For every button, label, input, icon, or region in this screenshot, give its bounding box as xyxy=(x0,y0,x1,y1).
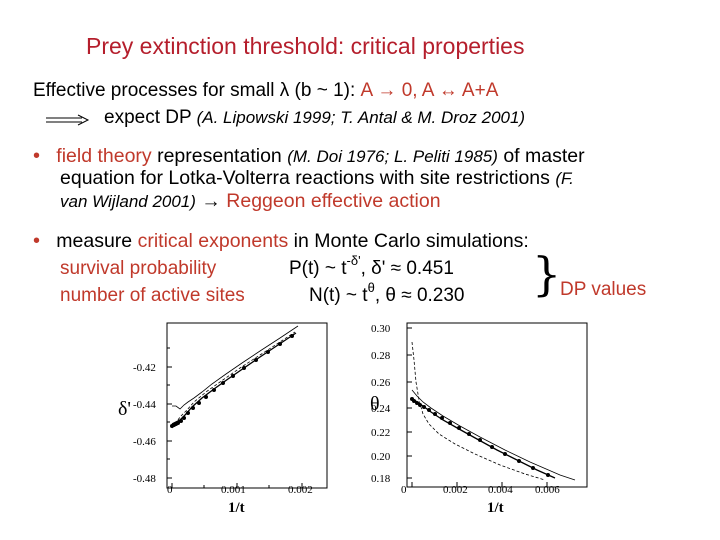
survival-exponent: -δ' xyxy=(346,253,361,268)
bullet-marker: • xyxy=(33,230,41,252)
bullet-field-theory-line3: van Wijland 2001) → Reggeon effective ac… xyxy=(60,190,441,213)
left-ytick: -0.42 xyxy=(133,362,156,374)
critical-exponents-text: critical exponents xyxy=(137,230,289,252)
right-brace: } xyxy=(532,247,562,301)
right-xtick: 0.006 xyxy=(535,484,560,496)
active-sites-exponent: θ xyxy=(367,280,375,295)
effective-processes-line: Effective processes for small λ (b ~ 1):… xyxy=(33,80,498,102)
right-data-points xyxy=(410,397,550,477)
active-sites-label: number of active sites xyxy=(60,285,245,306)
equation-text: equation for Lotka-Volterra reactions wi… xyxy=(60,167,556,189)
bullet-marker: • xyxy=(33,145,41,167)
left-curve-thin xyxy=(172,325,299,410)
right-xtick: 0.002 xyxy=(443,484,468,496)
wijland-reference-end: van Wijland 2001) xyxy=(60,192,196,211)
right-curve-thin xyxy=(411,389,576,481)
left-ytick: -0.44 xyxy=(133,399,156,411)
right-plot-frame xyxy=(406,322,588,488)
left-curve-dashed xyxy=(171,331,296,429)
bullet-field-theory: • field theory representation (M. Doi 19… xyxy=(33,145,585,168)
right-xlabel: 1/t xyxy=(487,500,504,516)
right-ytick: 0.18 xyxy=(371,473,391,485)
left-ylabel: δ' xyxy=(118,398,131,420)
expect-dp-text: expect DP xyxy=(104,107,197,128)
left-ytick: -0.46 xyxy=(133,436,156,448)
left-data-points xyxy=(170,334,294,428)
expect-dp-line: expect DP (A. Lipowski 1999; T. Antal & … xyxy=(104,107,525,129)
left-curve-solid xyxy=(171,332,297,425)
bullet-critical-exponents: • measure critical exponents in Monte Ca… xyxy=(33,230,529,253)
wijland-reference-start: (F. xyxy=(555,169,574,188)
left-ytick: -0.48 xyxy=(133,473,156,485)
survival-formula-text: P(t) ~ t xyxy=(289,258,347,279)
slide-title: Prey extinction threshold: critical prop… xyxy=(86,33,525,59)
left-xtick: 0.002 xyxy=(288,484,313,496)
theta-plot: 0.30 0.28 0.26 0.24 0.22 0.20 0.18 0 0.0… xyxy=(370,322,588,516)
measure-text: measure xyxy=(56,230,138,252)
left-xtick: 0 xyxy=(167,484,173,496)
left-xlabel: 1/t xyxy=(228,500,245,516)
reggeon-text: Reggeon effective action xyxy=(226,190,441,212)
of-master-text: of master xyxy=(497,145,585,167)
arrow-text: → xyxy=(195,190,227,212)
reactions-text: A → 0, A ↔ A+A xyxy=(360,80,499,101)
right-ytick: 0.30 xyxy=(371,323,391,335)
right-xtick: 0 xyxy=(401,484,407,496)
left-plot-frame xyxy=(166,322,328,489)
implies-arrow-icon xyxy=(46,114,90,126)
right-ytick: 0.24 xyxy=(371,403,391,415)
dp-reference: (A. Lipowski 1999; T. Antal & M. Droz 20… xyxy=(196,108,526,127)
effective-processes-text: Effective processes for small λ (b ~ 1): xyxy=(33,80,361,101)
active-sites-value: , θ ≈ 0.230 xyxy=(374,285,465,306)
right-xtick: 0.004 xyxy=(488,484,513,496)
bullet-field-theory-line2: equation for Lotka-Volterra reactions wi… xyxy=(60,167,574,190)
survival-value: , δ' ≈ 0.451 xyxy=(360,258,454,279)
right-ytick: 0.20 xyxy=(371,451,391,463)
survival-formula: P(t) ~ t-δ', δ' ≈ 0.451 xyxy=(289,253,454,280)
doi-peliti-reference: (M. Doi 1976; L. Peliti 1985) xyxy=(287,147,498,166)
field-theory-text: field theory xyxy=(56,145,152,167)
monte-carlo-text: in Monte Carlo simulations: xyxy=(288,230,529,252)
right-ytick: 0.26 xyxy=(371,377,391,389)
right-ylabel: θ xyxy=(370,393,380,415)
right-ytick: 0.22 xyxy=(371,427,390,439)
survival-probability-label: survival probability xyxy=(60,258,217,279)
right-ytick: 0.28 xyxy=(371,350,391,362)
right-curve-dashed xyxy=(411,341,546,481)
representation-text: representation xyxy=(151,145,288,167)
left-xtick: 0.001 xyxy=(221,484,246,496)
active-sites-formula-text: N(t) ~ t xyxy=(309,285,368,306)
dp-values-label: DP values xyxy=(560,279,647,300)
delta-prime-plot: -0.42 -0.44 -0.46 -0.48 0 0.001 0.002 δ'… xyxy=(118,322,328,516)
active-sites-formula: N(t) ~ tθ, θ ≈ 0.230 xyxy=(309,280,465,307)
